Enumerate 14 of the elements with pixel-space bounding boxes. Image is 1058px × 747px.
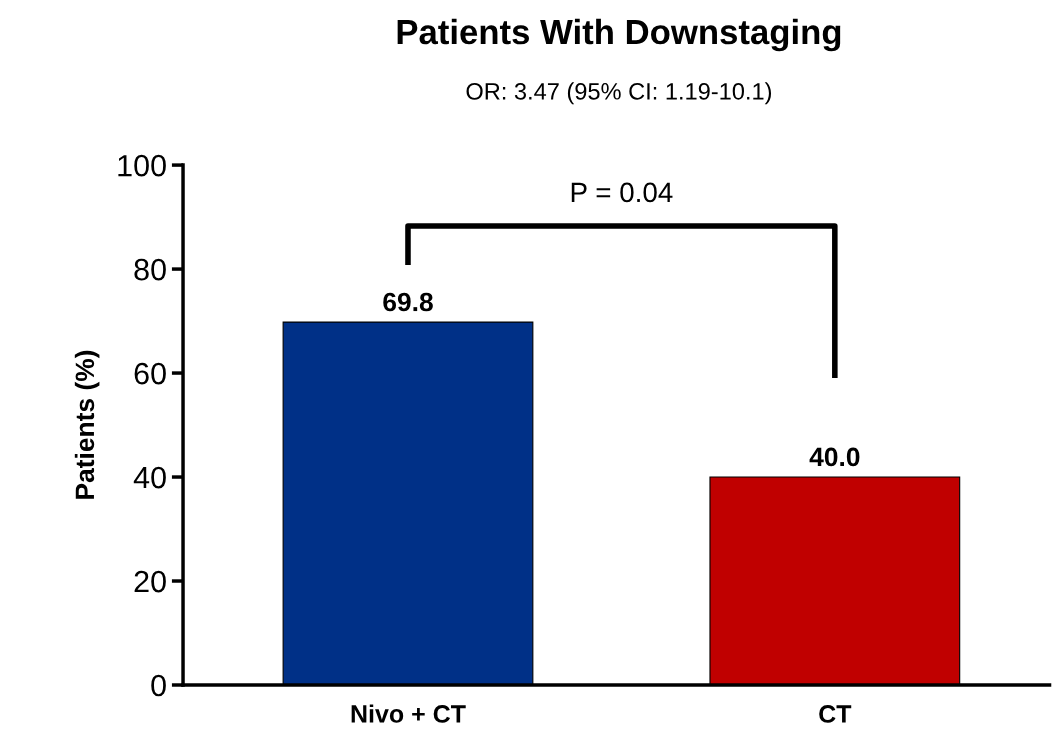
- x-tick-label: Nivo + CT: [351, 704, 466, 723]
- x-tick-label: CT: [819, 705, 852, 723]
- y-tick-label: 100: [118, 154, 166, 177]
- data-label: 69.8: [383, 292, 433, 312]
- data-label: 40.0: [809, 447, 860, 467]
- annotation: P = 0.04: [571, 182, 673, 203]
- y-tick-label: 20: [134, 570, 166, 593]
- y-tick-label: 0: [151, 674, 166, 697]
- y-tick-label: 60: [134, 362, 166, 385]
- y-tick-label: 40: [133, 466, 166, 489]
- y-tick-label: 80: [134, 258, 166, 281]
- y-axis-title: Patients (%): [74, 350, 100, 499]
- chart-subtitle: OR: 3.47 (95% CI: 1.19-10.1): [466, 82, 772, 105]
- chart-title: Patients With Downstaging: [397, 18, 841, 52]
